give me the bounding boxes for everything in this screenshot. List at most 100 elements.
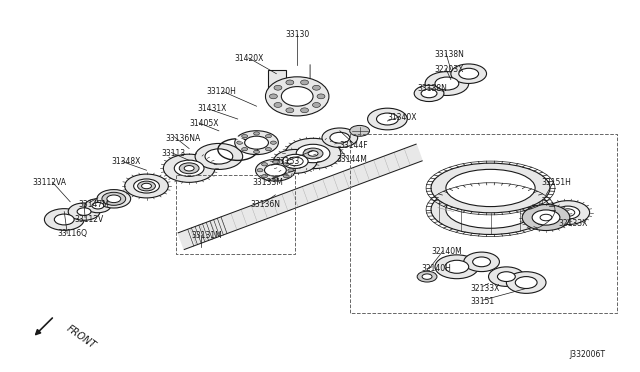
- Ellipse shape: [106, 195, 122, 203]
- Ellipse shape: [451, 64, 486, 83]
- Ellipse shape: [284, 174, 289, 178]
- Text: 32140H: 32140H: [421, 264, 451, 273]
- Ellipse shape: [262, 174, 268, 178]
- Text: 33147M: 33147M: [78, 200, 109, 209]
- Ellipse shape: [262, 163, 268, 166]
- Text: 33138N: 33138N: [417, 84, 447, 93]
- Ellipse shape: [257, 169, 263, 172]
- Ellipse shape: [266, 135, 271, 138]
- Polygon shape: [178, 144, 422, 250]
- Ellipse shape: [497, 272, 515, 282]
- Ellipse shape: [253, 150, 260, 154]
- Ellipse shape: [431, 163, 550, 213]
- Ellipse shape: [44, 209, 84, 230]
- Text: 33116Q: 33116Q: [58, 230, 87, 238]
- Ellipse shape: [303, 148, 323, 159]
- Ellipse shape: [68, 203, 100, 220]
- Ellipse shape: [274, 85, 282, 90]
- Ellipse shape: [269, 94, 277, 99]
- Ellipse shape: [264, 164, 286, 176]
- Text: 33144F: 33144F: [340, 141, 369, 150]
- Ellipse shape: [459, 68, 479, 79]
- Ellipse shape: [184, 166, 194, 171]
- Ellipse shape: [532, 210, 560, 225]
- Ellipse shape: [253, 132, 260, 135]
- Ellipse shape: [308, 151, 318, 156]
- Text: 32133X: 32133X: [470, 283, 500, 292]
- Ellipse shape: [301, 80, 308, 85]
- Text: 33113: 33113: [161, 148, 186, 158]
- Ellipse shape: [77, 208, 91, 215]
- Text: 33151: 33151: [470, 297, 495, 306]
- Ellipse shape: [414, 85, 444, 102]
- Ellipse shape: [54, 214, 74, 225]
- Ellipse shape: [431, 185, 550, 234]
- Ellipse shape: [376, 113, 398, 125]
- Text: 33120H: 33120H: [206, 87, 236, 96]
- Ellipse shape: [317, 94, 325, 99]
- Ellipse shape: [312, 103, 321, 108]
- Text: 33138N: 33138N: [434, 50, 464, 59]
- Ellipse shape: [322, 128, 358, 147]
- Text: 32203X: 32203X: [434, 65, 463, 74]
- Ellipse shape: [174, 160, 204, 176]
- Ellipse shape: [515, 276, 537, 289]
- Text: 32133X: 32133X: [558, 219, 588, 228]
- Ellipse shape: [282, 87, 313, 106]
- Ellipse shape: [237, 141, 243, 144]
- Ellipse shape: [255, 160, 295, 181]
- Ellipse shape: [421, 89, 437, 98]
- Ellipse shape: [134, 179, 159, 193]
- Text: 33136N: 33136N: [251, 200, 280, 209]
- Ellipse shape: [506, 272, 546, 294]
- Ellipse shape: [464, 252, 499, 272]
- Ellipse shape: [138, 181, 156, 191]
- Ellipse shape: [195, 144, 243, 170]
- Ellipse shape: [97, 190, 131, 208]
- Ellipse shape: [273, 177, 278, 180]
- Ellipse shape: [561, 209, 575, 217]
- Ellipse shape: [287, 157, 303, 166]
- Ellipse shape: [488, 267, 524, 286]
- Ellipse shape: [242, 135, 248, 138]
- Text: 31431X: 31431X: [197, 104, 227, 113]
- Text: 31340X: 31340X: [387, 113, 417, 122]
- Ellipse shape: [205, 149, 233, 164]
- Ellipse shape: [141, 183, 152, 189]
- Text: 33151H: 33151H: [541, 178, 571, 187]
- Text: 33112VA: 33112VA: [33, 178, 67, 187]
- Text: 31348X: 31348X: [112, 157, 141, 166]
- Ellipse shape: [285, 138, 341, 169]
- Text: FRONT: FRONT: [64, 324, 97, 351]
- Ellipse shape: [522, 205, 570, 231]
- Ellipse shape: [273, 160, 278, 163]
- Ellipse shape: [282, 154, 308, 169]
- Ellipse shape: [107, 195, 121, 203]
- Ellipse shape: [266, 148, 271, 151]
- Ellipse shape: [296, 144, 330, 163]
- Ellipse shape: [244, 136, 268, 149]
- Ellipse shape: [163, 154, 215, 182]
- Ellipse shape: [179, 163, 199, 174]
- Ellipse shape: [288, 169, 294, 172]
- Ellipse shape: [435, 255, 479, 279]
- Text: 33131M: 33131M: [191, 231, 222, 240]
- Text: 33130: 33130: [285, 31, 309, 39]
- Text: 32140M: 32140M: [431, 247, 462, 256]
- Text: 33133M: 33133M: [253, 178, 284, 187]
- Ellipse shape: [367, 108, 407, 130]
- Ellipse shape: [271, 141, 276, 144]
- Ellipse shape: [242, 148, 248, 151]
- Ellipse shape: [286, 80, 294, 85]
- Text: 33136NA: 33136NA: [165, 134, 200, 143]
- Ellipse shape: [446, 191, 535, 228]
- Ellipse shape: [330, 132, 349, 143]
- Ellipse shape: [273, 150, 317, 173]
- Text: 31420X: 31420X: [235, 54, 264, 63]
- Ellipse shape: [235, 131, 278, 155]
- Ellipse shape: [435, 77, 459, 90]
- Ellipse shape: [349, 125, 369, 136]
- Text: 33144M: 33144M: [337, 155, 368, 164]
- Text: 33153: 33153: [275, 157, 300, 166]
- Ellipse shape: [417, 271, 437, 282]
